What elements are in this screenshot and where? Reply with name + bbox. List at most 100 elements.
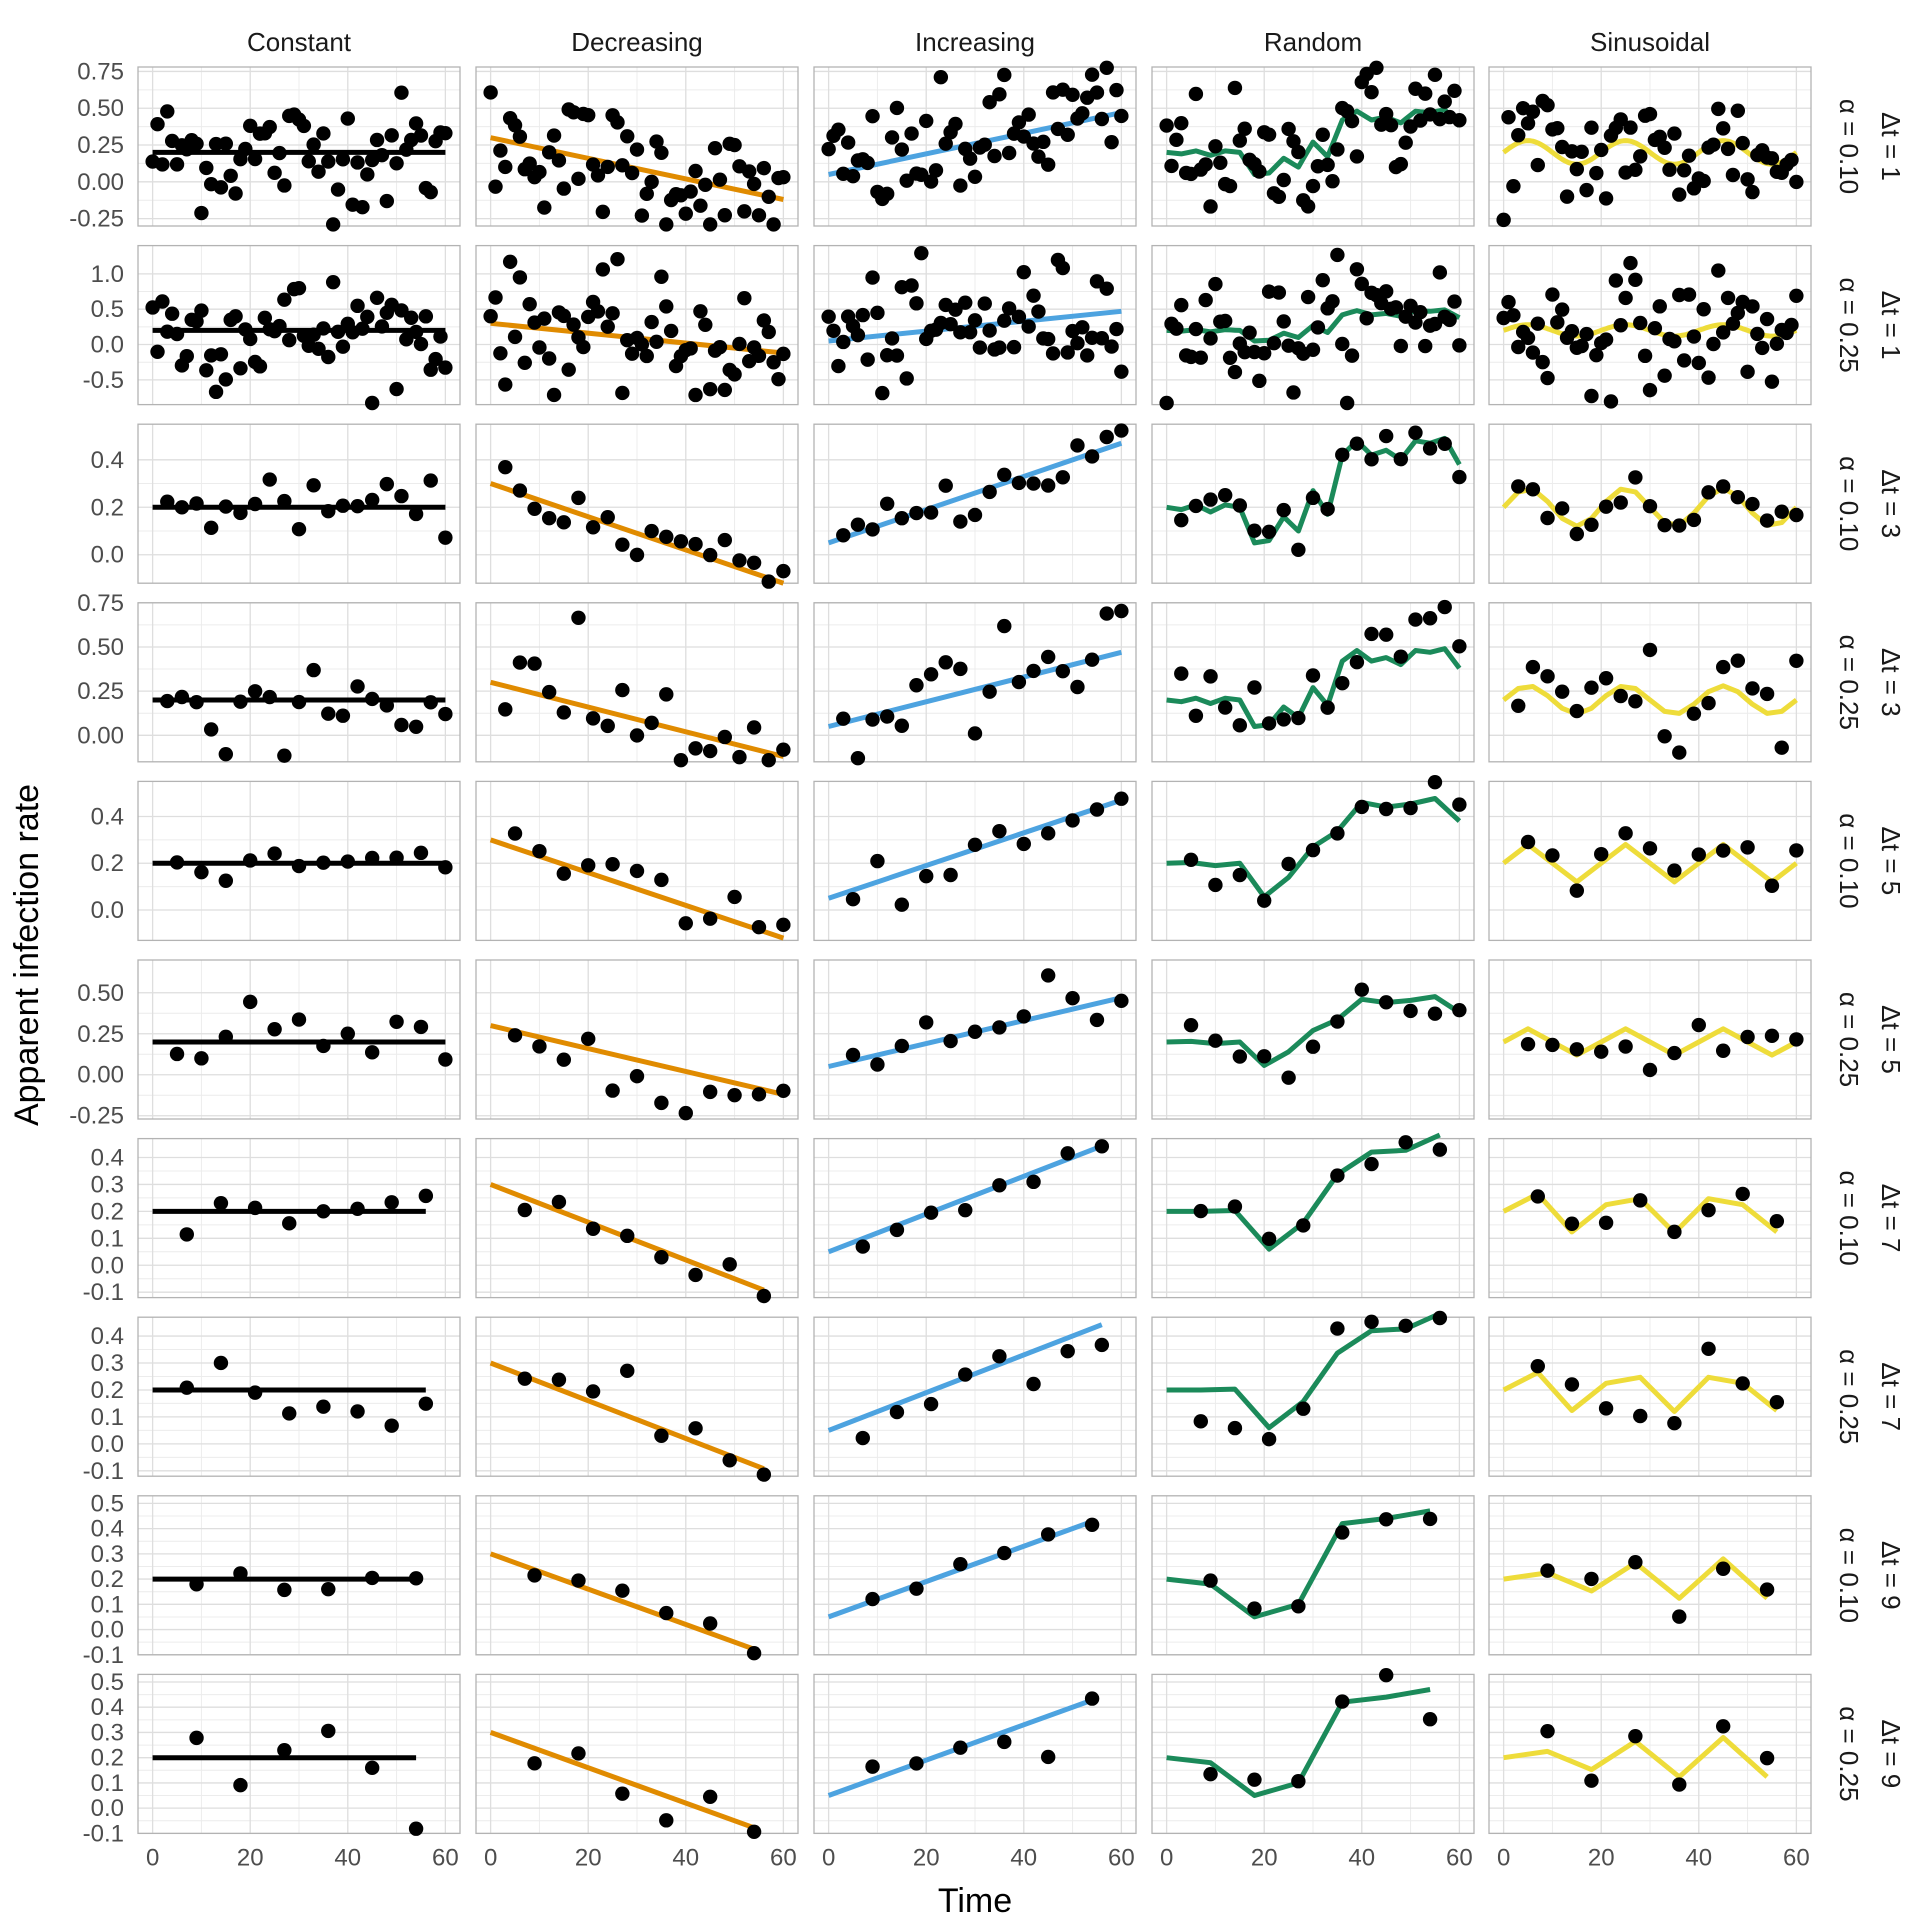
data-point — [865, 109, 880, 124]
data-point — [1300, 199, 1316, 214]
data-point — [1501, 110, 1516, 125]
row-strip-dt: Δt = 3 — [1876, 469, 1906, 538]
y-tick-label: 0.25 — [77, 132, 124, 159]
panel-constant-row-10 — [137, 1673, 461, 1836]
data-point — [889, 1222, 905, 1238]
data-point — [296, 118, 312, 134]
data-point — [732, 749, 747, 765]
trend-line — [489, 1360, 765, 1472]
data-point — [624, 165, 640, 181]
data-point — [615, 682, 630, 698]
panel-sinusoidal-row-8 — [1488, 1316, 1812, 1477]
data-point — [1535, 354, 1550, 370]
data-point — [746, 176, 762, 192]
data-point — [1393, 338, 1409, 354]
data-point — [688, 536, 703, 552]
data-point — [512, 483, 528, 498]
data-point — [262, 119, 277, 135]
data-point — [301, 154, 316, 169]
data-point — [919, 1015, 934, 1030]
data-point — [1540, 669, 1555, 684]
data-point — [1657, 729, 1672, 744]
data-point — [1084, 449, 1100, 464]
data-point — [1613, 495, 1628, 510]
panel-increasing-row-2 — [813, 244, 1137, 406]
data-point — [272, 145, 287, 161]
data-point — [1759, 686, 1775, 702]
data-point — [1584, 1773, 1599, 1788]
data-point — [1715, 659, 1731, 675]
data-point — [1330, 1168, 1345, 1183]
data-point — [1055, 260, 1071, 276]
panel-decreasing-row-6 — [475, 959, 799, 1121]
data-point — [909, 296, 924, 311]
data-point — [350, 155, 365, 170]
data-point — [933, 69, 949, 85]
y-tick-label: 0.1 — [91, 1404, 124, 1431]
data-point — [576, 339, 591, 355]
data-point — [776, 170, 791, 185]
data-point — [213, 347, 229, 362]
panel-border — [475, 602, 799, 763]
data-point — [688, 1421, 703, 1436]
data-point — [218, 1029, 234, 1044]
data-point — [1291, 542, 1306, 557]
data-point — [1383, 117, 1399, 133]
panel-increasing-row-8 — [813, 1316, 1137, 1477]
data-point — [413, 336, 429, 352]
data-point — [438, 125, 453, 141]
data-point — [1711, 263, 1726, 278]
y-tick-label: 0.4 — [91, 1694, 124, 1721]
data-point — [1594, 1044, 1609, 1059]
panel-border — [1151, 602, 1475, 763]
data-point — [1169, 321, 1184, 336]
data-point — [1696, 173, 1711, 189]
data-point — [654, 1428, 669, 1443]
data-point — [1393, 451, 1409, 467]
column-strip-random: Random — [1264, 27, 1362, 57]
data-point — [1725, 316, 1741, 331]
data-point — [1413, 304, 1428, 320]
data-point — [179, 1227, 194, 1242]
data-point — [605, 1083, 620, 1098]
data-point — [751, 348, 767, 364]
data-point — [1016, 836, 1031, 852]
x-tick-label: 20 — [1251, 1844, 1278, 1871]
data-point — [1164, 158, 1179, 174]
data-point — [1628, 1555, 1643, 1570]
data-point — [483, 309, 498, 324]
panel-decreasing-row-1 — [475, 66, 799, 232]
data-point — [408, 719, 424, 734]
row-strip-dt: Δt = 7 — [1876, 1184, 1906, 1253]
panel-border — [1151, 959, 1475, 1120]
panel-border — [813, 66, 1137, 227]
data-point — [1349, 436, 1365, 451]
data-point — [639, 348, 654, 364]
data-point — [1422, 1511, 1438, 1527]
data-point — [654, 269, 669, 284]
data-point — [384, 1195, 399, 1210]
y-tick-label: 0.0 — [91, 332, 124, 359]
data-point — [1364, 1156, 1379, 1172]
data-point — [364, 1760, 380, 1776]
data-point — [1422, 611, 1438, 626]
data-point — [958, 295, 973, 310]
data-point — [1525, 659, 1541, 675]
data-point — [1554, 684, 1570, 699]
data-point — [1672, 187, 1687, 202]
data-point — [1094, 1337, 1110, 1353]
data-point — [712, 172, 728, 187]
data-point — [277, 748, 292, 763]
data-point — [1432, 265, 1448, 280]
panel-border — [1488, 1673, 1812, 1835]
data-point — [1305, 668, 1321, 683]
y-tick-label: -0.1 — [83, 1820, 124, 1847]
trend-line — [1502, 842, 1798, 885]
data-point — [306, 478, 321, 493]
data-point — [894, 142, 910, 157]
data-point — [1676, 353, 1692, 368]
data-point — [909, 1581, 924, 1596]
data-point — [595, 262, 611, 277]
data-point — [1715, 1043, 1731, 1058]
data-point — [1769, 1394, 1785, 1410]
